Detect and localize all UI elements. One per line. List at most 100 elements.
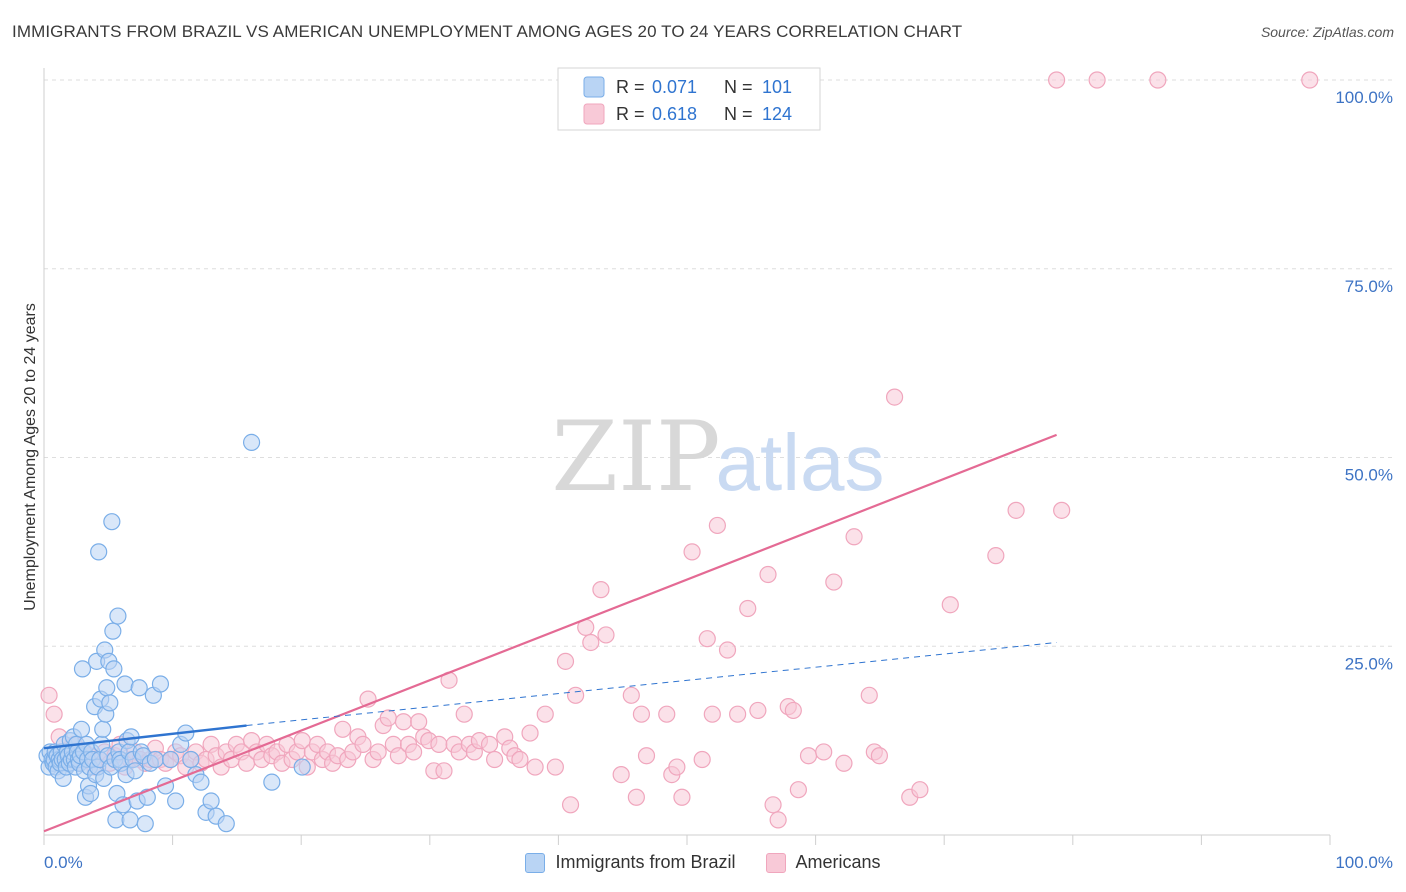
americans-point <box>658 705 676 723</box>
americans-point <box>379 709 397 727</box>
americans-point <box>799 747 818 765</box>
brazil-point <box>72 720 91 738</box>
americans-point <box>354 735 372 754</box>
brazil-point <box>73 660 92 678</box>
americans-point <box>622 686 640 704</box>
americans-point <box>627 788 645 806</box>
brazil-point <box>126 762 144 780</box>
brazil-trend-line-extension <box>246 641 1057 727</box>
americans-point <box>486 750 504 769</box>
brazil-point <box>192 773 210 791</box>
americans-point <box>739 599 757 618</box>
americans-point <box>632 705 651 723</box>
americans-point <box>45 705 63 723</box>
legend-r-value-americans: 0.618 <box>652 104 697 124</box>
brazil-point <box>104 622 122 640</box>
brazil-point <box>161 750 180 769</box>
americans-point <box>759 565 777 584</box>
americans-point <box>394 713 413 731</box>
americans-point <box>410 713 428 731</box>
americans-point <box>845 528 863 546</box>
x-tick-label-end: 100.0% <box>1335 853 1393 872</box>
americans-point <box>40 686 58 704</box>
americans-point <box>1047 71 1066 89</box>
americans-point <box>567 686 585 704</box>
americans-point <box>885 388 904 406</box>
source-credit: Source: ZipAtlas.com <box>1260 24 1394 40</box>
legend-item-americans: Americans <box>765 852 881 873</box>
series-legend: Immigrants from Brazil Americans <box>0 852 1406 873</box>
brazil-point <box>263 773 281 791</box>
brazil-point <box>116 675 134 693</box>
americans-point <box>835 754 853 772</box>
legend-swatch-americans-bottom <box>765 852 786 873</box>
legend-r-label-americans: R = <box>616 104 645 124</box>
americans-point <box>521 724 539 742</box>
brazil-point <box>130 679 148 697</box>
brazil-point <box>167 792 185 810</box>
americans-trend-line <box>43 433 1057 833</box>
americans-point <box>511 750 529 769</box>
americans-point <box>769 811 787 829</box>
americans-point <box>708 516 726 535</box>
americans-point <box>334 720 352 738</box>
americans-point <box>825 573 843 591</box>
data-points <box>38 71 1319 833</box>
brazil-point <box>136 815 154 833</box>
americans-point <box>860 686 878 704</box>
y-tick-label: 25.0% <box>1345 654 1393 673</box>
americans-point <box>1149 71 1167 89</box>
americans-point <box>546 758 564 776</box>
y-tick-label: 75.0% <box>1345 277 1393 296</box>
americans-point <box>1053 501 1071 519</box>
brazil-point <box>151 675 170 693</box>
brazil-point <box>109 607 127 625</box>
legend-swatch-brazil-bottom <box>525 852 546 873</box>
legend-n-value-americans: 124 <box>762 104 792 124</box>
watermark-atlas: atlas <box>716 418 885 507</box>
americans-point <box>784 701 802 720</box>
legend-swatch-brazil <box>583 76 605 98</box>
brazil-point <box>105 660 123 678</box>
brazil-point <box>293 758 311 776</box>
brazil-point <box>242 433 261 451</box>
americans-point <box>698 630 716 648</box>
legend-n-value-brazil: 101 <box>762 77 792 97</box>
americans-point <box>455 705 473 723</box>
americans-point <box>556 652 575 670</box>
brazil-point <box>81 784 100 803</box>
brazil-point <box>103 513 121 531</box>
legend-n-label-americans: N = <box>724 104 753 124</box>
axes <box>43 68 1331 845</box>
americans-point <box>911 781 929 799</box>
x-tick-label-start: 0.0% <box>44 853 83 872</box>
americans-point <box>815 743 833 761</box>
americans-point <box>430 735 448 754</box>
legend-label-brazil: Immigrants from Brazil <box>555 852 736 872</box>
brazil-trend-line <box>43 724 247 750</box>
americans-point <box>582 633 600 652</box>
legend-r-value-brazil: 0.071 <box>652 77 697 97</box>
watermark: ZIP atlas <box>551 401 884 513</box>
americans-point <box>1301 71 1319 89</box>
americans-point <box>668 758 686 776</box>
trend-lines <box>43 433 1057 833</box>
legend-r-label-brazil: R = <box>616 77 645 97</box>
watermark-zip: ZIP <box>551 401 720 513</box>
brazil-point <box>217 815 235 833</box>
americans-point <box>693 750 711 769</box>
americans-point <box>612 765 630 784</box>
americans-point <box>987 547 1005 565</box>
brazil-point <box>101 694 119 712</box>
americans-point <box>941 596 959 614</box>
legend-n-label-brazil: N = <box>724 77 753 97</box>
americans-point <box>729 705 747 723</box>
americans-point <box>1088 71 1106 89</box>
americans-point <box>369 743 387 761</box>
y-tick-label: 100.0% <box>1335 88 1393 107</box>
legend-item-brazil: Immigrants from Brazil <box>525 852 736 873</box>
americans-point <box>789 781 807 799</box>
y-axis-label: Unemployment Among Ages 20 to 24 years <box>22 303 39 611</box>
brazil-point <box>98 679 116 697</box>
